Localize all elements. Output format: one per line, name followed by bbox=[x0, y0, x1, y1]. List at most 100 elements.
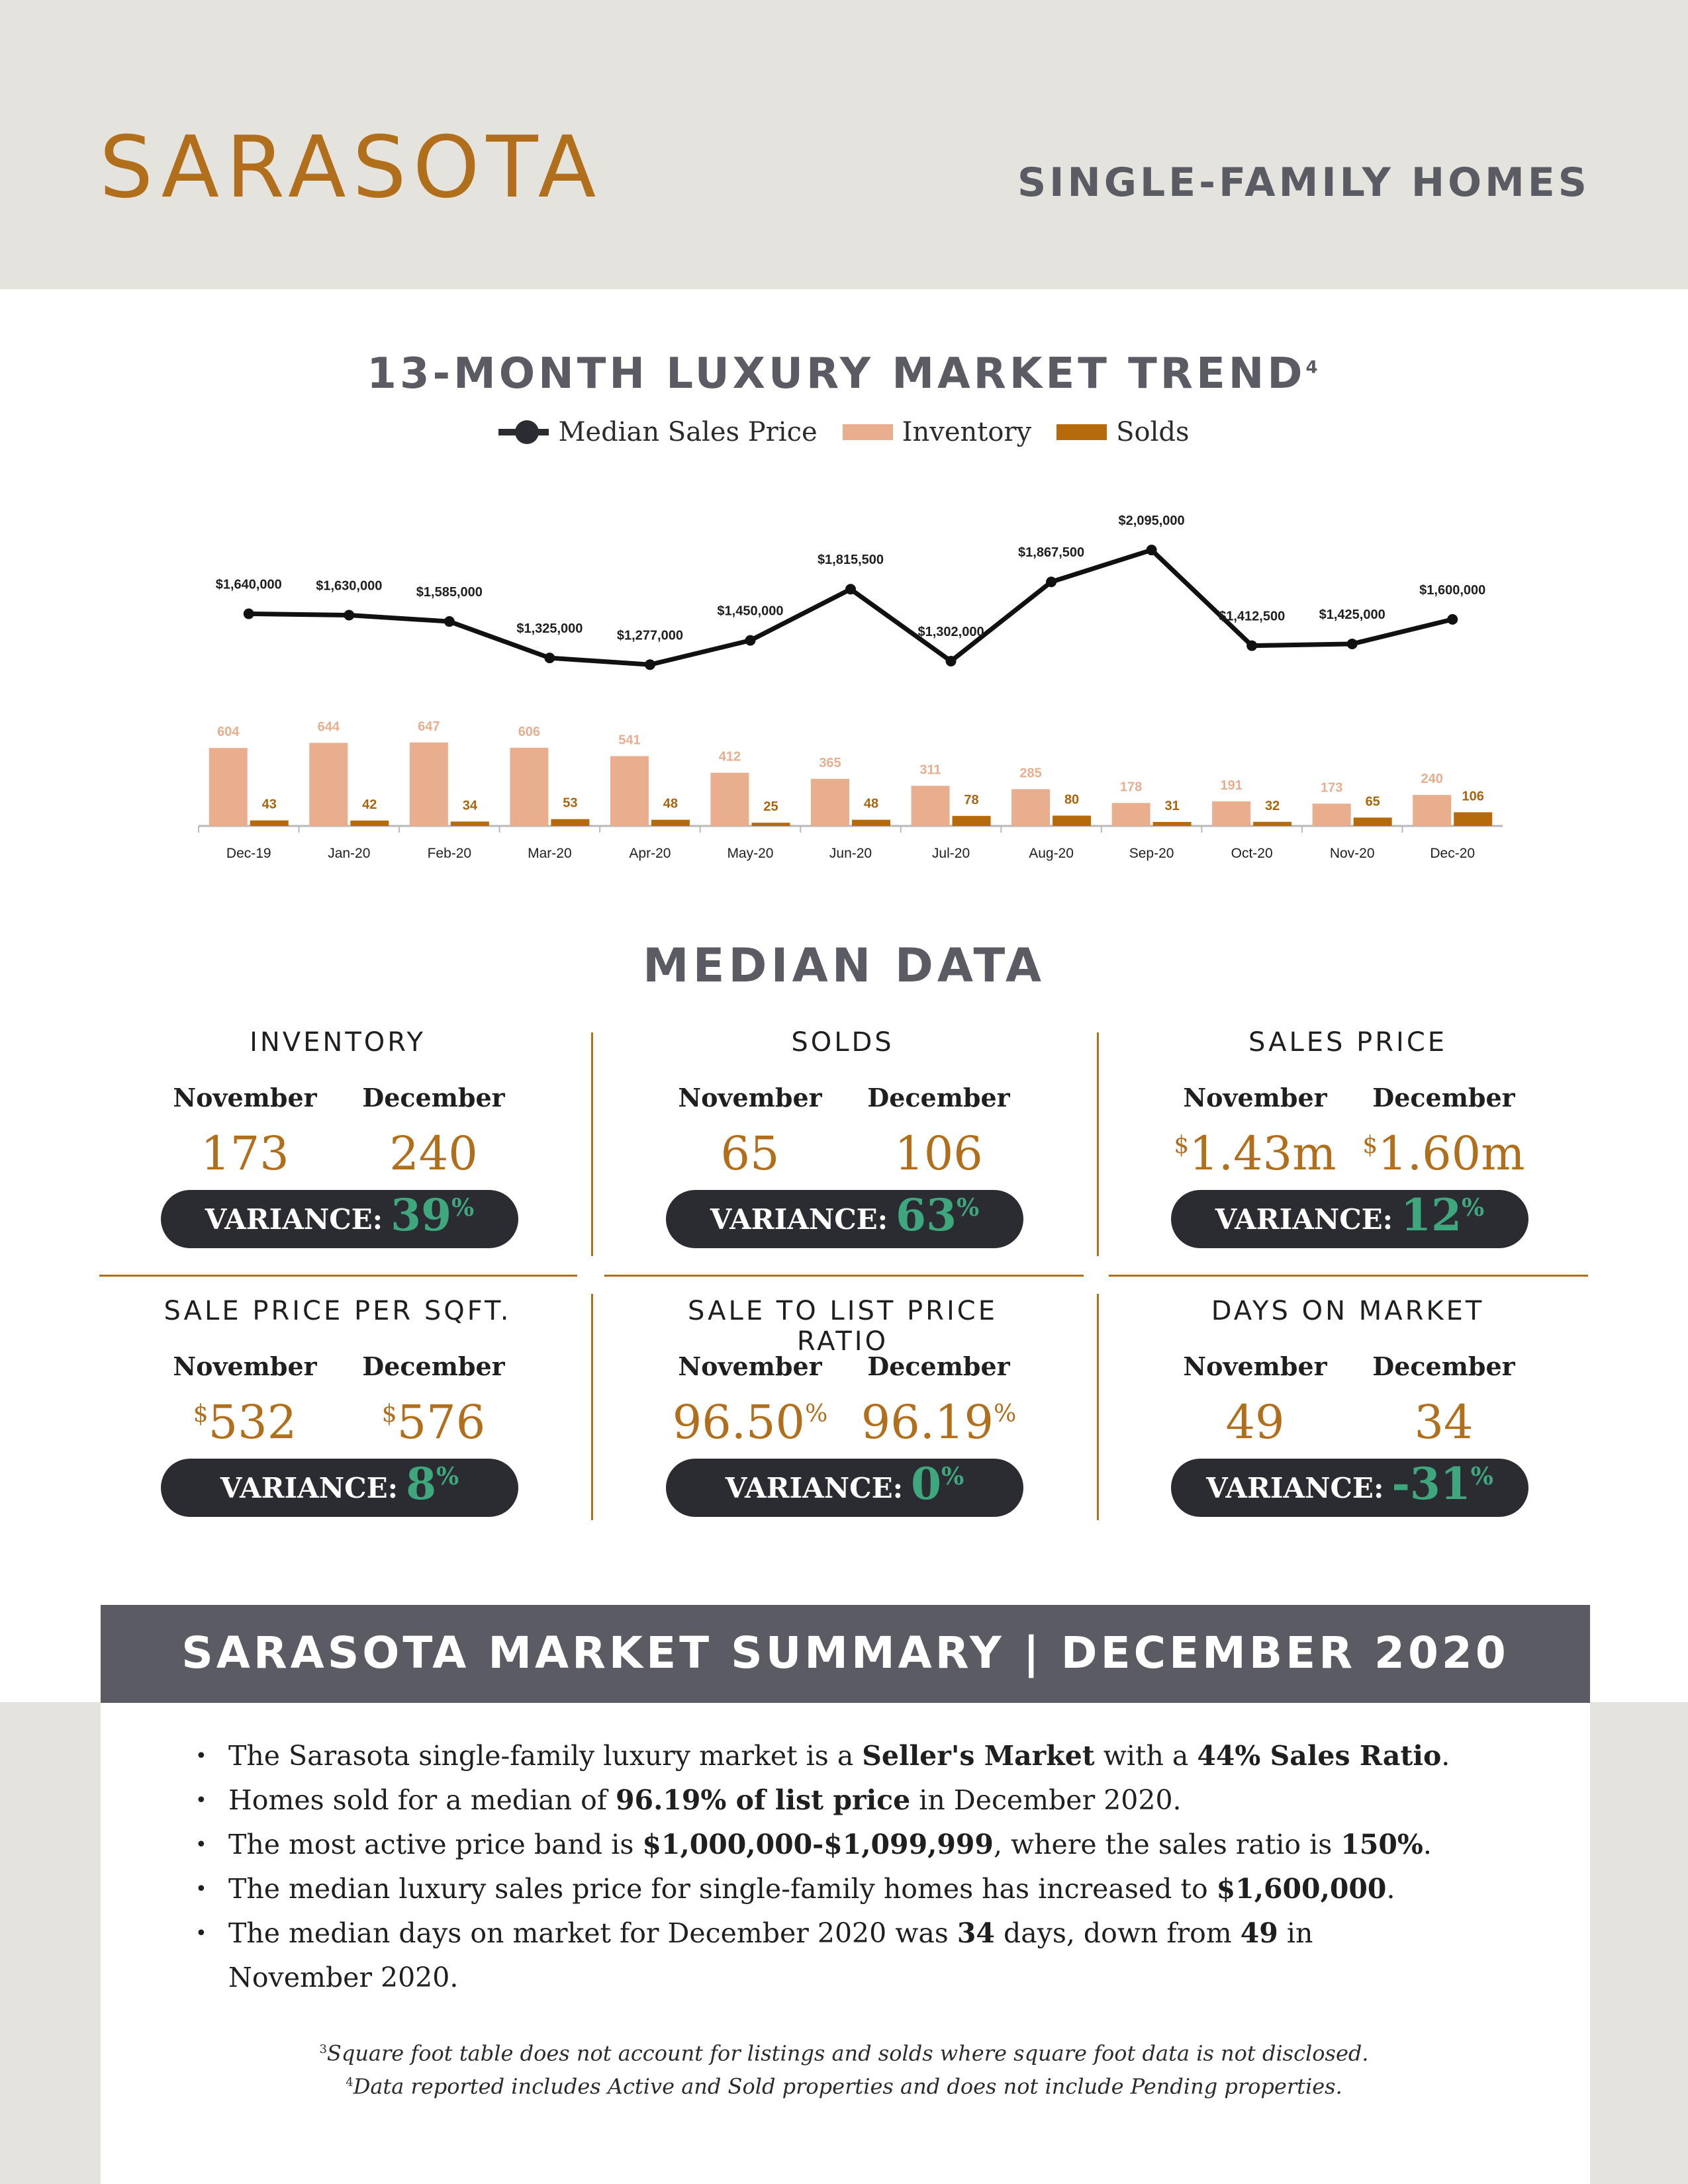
inventory-bar bbox=[1413, 795, 1452, 826]
chart-title-text: 13-MONTH LUXURY MARKET TREND bbox=[367, 349, 1306, 398]
metric-title: SALE TO LIST PRICE RATIO bbox=[688, 1296, 998, 1357]
column-divider bbox=[1097, 1294, 1099, 1520]
solds-data-label: 78 bbox=[964, 793, 978, 807]
variance-number: 12 bbox=[1401, 1189, 1462, 1241]
metric-value-november: 65 bbox=[664, 1126, 836, 1181]
summary-header-bar: SARASOTA MARKET SUMMARY | DECEMBER 2020 bbox=[101, 1605, 1590, 1703]
x-tick-label: Jun-20 bbox=[829, 846, 872, 861]
solds-bar bbox=[450, 821, 489, 826]
city-title: SARASOTA bbox=[99, 118, 603, 217]
bullet-emphasis: Seller's Market bbox=[862, 1740, 1095, 1772]
variance-number: 8 bbox=[406, 1458, 437, 1510]
variance-value: -31% bbox=[1391, 1462, 1493, 1506]
median-price-point bbox=[945, 655, 957, 666]
variance-pill: VARIANCE: 63% bbox=[666, 1190, 1023, 1248]
footnote: 4Data reported includes Active and Sold … bbox=[0, 2068, 1688, 2101]
bullet-emphasis: $1,000,000-$1,099,999 bbox=[642, 1829, 994, 1860]
median-price-point bbox=[1046, 576, 1057, 588]
month-a-label: November bbox=[1183, 1083, 1327, 1113]
inventory-data-label: 240 bbox=[1421, 772, 1443, 786]
row-divider bbox=[99, 1275, 577, 1277]
median-price-point bbox=[1146, 545, 1157, 556]
solds-bar bbox=[1053, 815, 1092, 826]
metric-value-november: 96.50% bbox=[664, 1395, 836, 1449]
median-data-title: MEDIAN DATA bbox=[642, 938, 1046, 993]
chart-legend: Median Sales Price Inventory Solds bbox=[0, 417, 1688, 447]
month-a-label: November bbox=[173, 1083, 317, 1113]
inventory-bar bbox=[610, 756, 649, 826]
legend-item-inventory: Inventory bbox=[842, 417, 1032, 447]
variance-pill: VARIANCE: 0% bbox=[666, 1459, 1023, 1517]
solds-bar bbox=[1454, 812, 1493, 826]
median-price-label: $1,277,000 bbox=[617, 628, 683, 643]
x-tick-label: Feb-20 bbox=[428, 846, 472, 861]
median-price-label: $1,585,000 bbox=[416, 585, 483, 600]
value-number: 240 bbox=[389, 1126, 478, 1181]
bullet-text: The median luxury sales price for single… bbox=[228, 1873, 1217, 1905]
inventory-bar bbox=[1011, 789, 1051, 826]
x-tick-label: Jul-20 bbox=[932, 846, 970, 861]
inventory-data-label: 604 bbox=[217, 725, 240, 739]
month-b-label: December bbox=[867, 1351, 1010, 1381]
bullet-text: with a bbox=[1094, 1740, 1197, 1772]
x-tick-label: Sep-20 bbox=[1129, 846, 1174, 861]
solds-data-label: 53 bbox=[563, 796, 577, 811]
summary-bullets: The Sarasota single-family luxury market… bbox=[195, 1734, 1453, 2000]
legend-item-solds: Solds bbox=[1056, 417, 1190, 447]
metric-card: INVENTORY November December 173 240 VARIANCE:… bbox=[159, 1027, 518, 1279]
inventory-data-label: 606 bbox=[518, 725, 540, 739]
metric-value-november: $532 bbox=[159, 1395, 331, 1449]
metric-value-december: $1.60m bbox=[1358, 1126, 1530, 1181]
metric-value-november: 173 bbox=[159, 1126, 331, 1181]
variance-label: VARIANCE: bbox=[220, 1471, 399, 1504]
metric-title: INVENTORY bbox=[250, 1027, 426, 1058]
median-price-label: $1,600,000 bbox=[1419, 583, 1485, 598]
metric-value-december: 106 bbox=[853, 1126, 1025, 1181]
solds-bar bbox=[350, 820, 389, 826]
column-divider bbox=[591, 1294, 593, 1520]
bullet-text: . bbox=[1423, 1829, 1432, 1860]
metric-value-december: $576 bbox=[348, 1395, 520, 1449]
value-number: 106 bbox=[894, 1126, 983, 1181]
chart-title: 13-MONTH LUXURY MARKET TREND4 bbox=[0, 349, 1688, 398]
legend-swatch-solds bbox=[1056, 424, 1107, 440]
inventory-bar bbox=[209, 748, 248, 826]
variance-number: 39 bbox=[391, 1189, 452, 1241]
footnote: 3Square foot table does not account for … bbox=[0, 2035, 1688, 2068]
value-number: 34 bbox=[1414, 1395, 1474, 1449]
month-b-label: December bbox=[1372, 1083, 1515, 1113]
summary-bullet: Homes sold for a median of 96.19% of lis… bbox=[195, 1778, 1453, 1823]
inventory-data-label: 541 bbox=[618, 733, 640, 748]
legend-label: Inventory bbox=[902, 417, 1032, 447]
header-band bbox=[0, 0, 1688, 289]
legend-label: Median Sales Price bbox=[558, 417, 818, 447]
inventory-data-label: 191 bbox=[1220, 778, 1242, 793]
median-price-point bbox=[243, 608, 254, 619]
month-a-label: November bbox=[173, 1351, 317, 1381]
currency-prefix: $ bbox=[193, 1400, 209, 1428]
bullet-text: days, down from bbox=[994, 1917, 1241, 1949]
variance-percent: % bbox=[1470, 1463, 1493, 1490]
variance-percent: % bbox=[451, 1194, 475, 1222]
solds-bar bbox=[250, 820, 289, 826]
inventory-data-label: 285 bbox=[1019, 766, 1041, 780]
legend-label: Solds bbox=[1116, 417, 1190, 447]
median-price-label: $1,450,000 bbox=[717, 604, 783, 619]
inventory-data-label: 412 bbox=[719, 750, 741, 764]
legend-item-price: Median Sales Price bbox=[498, 417, 818, 447]
legend-swatch-line bbox=[498, 420, 549, 444]
metric-value-november: 49 bbox=[1169, 1395, 1341, 1449]
currency-prefix: $ bbox=[1174, 1132, 1190, 1159]
inventory-bar bbox=[1111, 803, 1150, 826]
variance-pill: VARIANCE: 8% bbox=[161, 1459, 518, 1517]
metric-card: SALES PRICE November December $1.43m $1.60m V… bbox=[1169, 1027, 1528, 1279]
solds-bar bbox=[751, 823, 790, 826]
median-price-point bbox=[845, 584, 856, 595]
x-tick-label: Jan-20 bbox=[328, 846, 370, 861]
x-tick-label: Mar-20 bbox=[528, 846, 572, 861]
column-divider bbox=[591, 1032, 593, 1256]
footnote-text: Square foot table does not account for l… bbox=[326, 2040, 1369, 2066]
variance-label: VARIANCE: bbox=[205, 1203, 383, 1236]
inventory-data-label: 173 bbox=[1321, 780, 1342, 795]
x-tick-label: May-20 bbox=[727, 846, 773, 861]
